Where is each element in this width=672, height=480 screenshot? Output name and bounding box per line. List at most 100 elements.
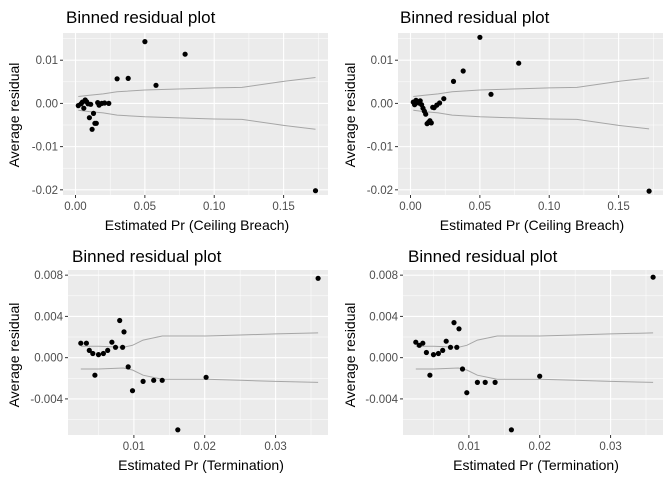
x-tick-label: 0.01 [458, 441, 480, 453]
data-point [441, 96, 447, 102]
plot-background [403, 270, 663, 435]
chart-panel-termination-2: Binned residual plot Estimated Pr (Termi… [342, 247, 663, 473]
data-point [443, 338, 449, 344]
y-tick-label: 0.01 [36, 55, 58, 67]
data-point [159, 377, 165, 383]
x-tick-label: 0.15 [272, 201, 294, 213]
chart-title: Binned residual plot [66, 8, 216, 27]
data-point [413, 339, 419, 345]
data-point [477, 34, 483, 40]
data-point [175, 427, 181, 433]
y-tick-label: 0.01 [371, 55, 393, 67]
data-point [125, 364, 131, 370]
data-point [81, 105, 87, 111]
chart-panel-ceiling-breach-2: Binned residual plot Estimated Pr (Ceili… [342, 8, 663, 233]
data-point [447, 344, 454, 350]
data-point [456, 326, 462, 332]
data-point [142, 39, 148, 45]
data-point [430, 352, 437, 358]
plot-background [63, 33, 328, 195]
data-point [86, 347, 92, 353]
plot-background [68, 270, 328, 435]
data-point [516, 60, 522, 66]
upper-band-line [413, 77, 650, 97]
y-axis-label: Average residual [6, 303, 22, 408]
plot-area [403, 270, 663, 435]
x-tick-label: 0.00 [399, 201, 421, 213]
data-point [474, 379, 480, 385]
data-point [459, 366, 466, 372]
y-tick-label: 0.008 [369, 270, 398, 282]
data-point [86, 115, 92, 121]
data-point [114, 76, 120, 82]
y-tick-label: 0.008 [34, 270, 63, 282]
data-point [203, 374, 209, 380]
data-point [89, 126, 95, 132]
x-axis-label: Estimated Pr (Ceiling Breach) [440, 217, 624, 233]
lower-band-line [415, 367, 654, 383]
data-point [78, 340, 84, 346]
y-tick-label: -0.004 [365, 394, 398, 406]
data-point [437, 100, 443, 106]
chart-panel-ceiling-breach-1: Binned residual plot Estimated Pr (Ceili… [6, 8, 328, 233]
chart-title: Binned residual plot [408, 247, 558, 266]
y-tick-label: -0.02 [32, 185, 58, 197]
data-point [423, 349, 429, 356]
data-point [423, 111, 429, 117]
data-point [412, 102, 418, 108]
data-point [440, 347, 446, 353]
lower-band-line [78, 109, 316, 130]
lower-band-line [413, 109, 650, 130]
data-point [95, 352, 102, 358]
data-point [460, 68, 466, 74]
y-tick-label: -0.01 [367, 142, 393, 154]
data-point [464, 390, 470, 396]
x-axis-label: Estimated Pr (Termination) [118, 457, 284, 473]
data-point [646, 188, 652, 194]
upper-band-line [80, 332, 319, 348]
data-point [151, 377, 157, 383]
x-tick-label: 0.02 [529, 441, 551, 453]
data-point [650, 274, 656, 280]
data-point [482, 379, 488, 385]
data-point [125, 75, 131, 81]
y-tick-label: 0.000 [369, 353, 398, 365]
x-tick-label: 0.05 [134, 201, 156, 213]
x-tick-label: 0.10 [203, 201, 225, 213]
y-tick-label: 0.000 [34, 353, 63, 365]
data-point [109, 339, 115, 345]
x-tick-label: 0.02 [194, 441, 216, 453]
data-point [100, 350, 106, 357]
data-point [420, 340, 426, 346]
y-axis-label: Average residual [342, 303, 358, 408]
data-point [488, 91, 494, 97]
chart-title: Binned residual plot [400, 8, 550, 27]
data-point [450, 78, 457, 84]
data-point [451, 320, 457, 326]
data-point [88, 101, 94, 107]
x-tick-label: 0.03 [599, 441, 621, 453]
data-point [106, 100, 112, 106]
data-point [83, 340, 89, 346]
y-tick-label: 0.004 [369, 311, 398, 323]
data-point [112, 344, 119, 350]
y-tick-label: 0.00 [36, 98, 58, 110]
data-point [102, 100, 108, 106]
x-tick-label: 0.05 [469, 201, 491, 213]
data-point [90, 350, 96, 357]
x-tick-label: 0.01 [123, 441, 145, 453]
upper-band-line [415, 332, 654, 348]
x-axis-label: Estimated Pr (Ceiling Breach) [105, 217, 289, 233]
x-tick-label: 0.03 [264, 441, 286, 453]
data-point [508, 427, 514, 433]
x-tick-label: 0.00 [64, 201, 86, 213]
data-point [417, 98, 423, 104]
data-point [454, 344, 460, 350]
plot-area [63, 33, 328, 195]
data-point [153, 82, 159, 88]
lower-band-line [80, 367, 319, 383]
data-point [435, 350, 441, 357]
data-point [312, 188, 319, 194]
x-tick-label: 0.15 [607, 201, 629, 213]
